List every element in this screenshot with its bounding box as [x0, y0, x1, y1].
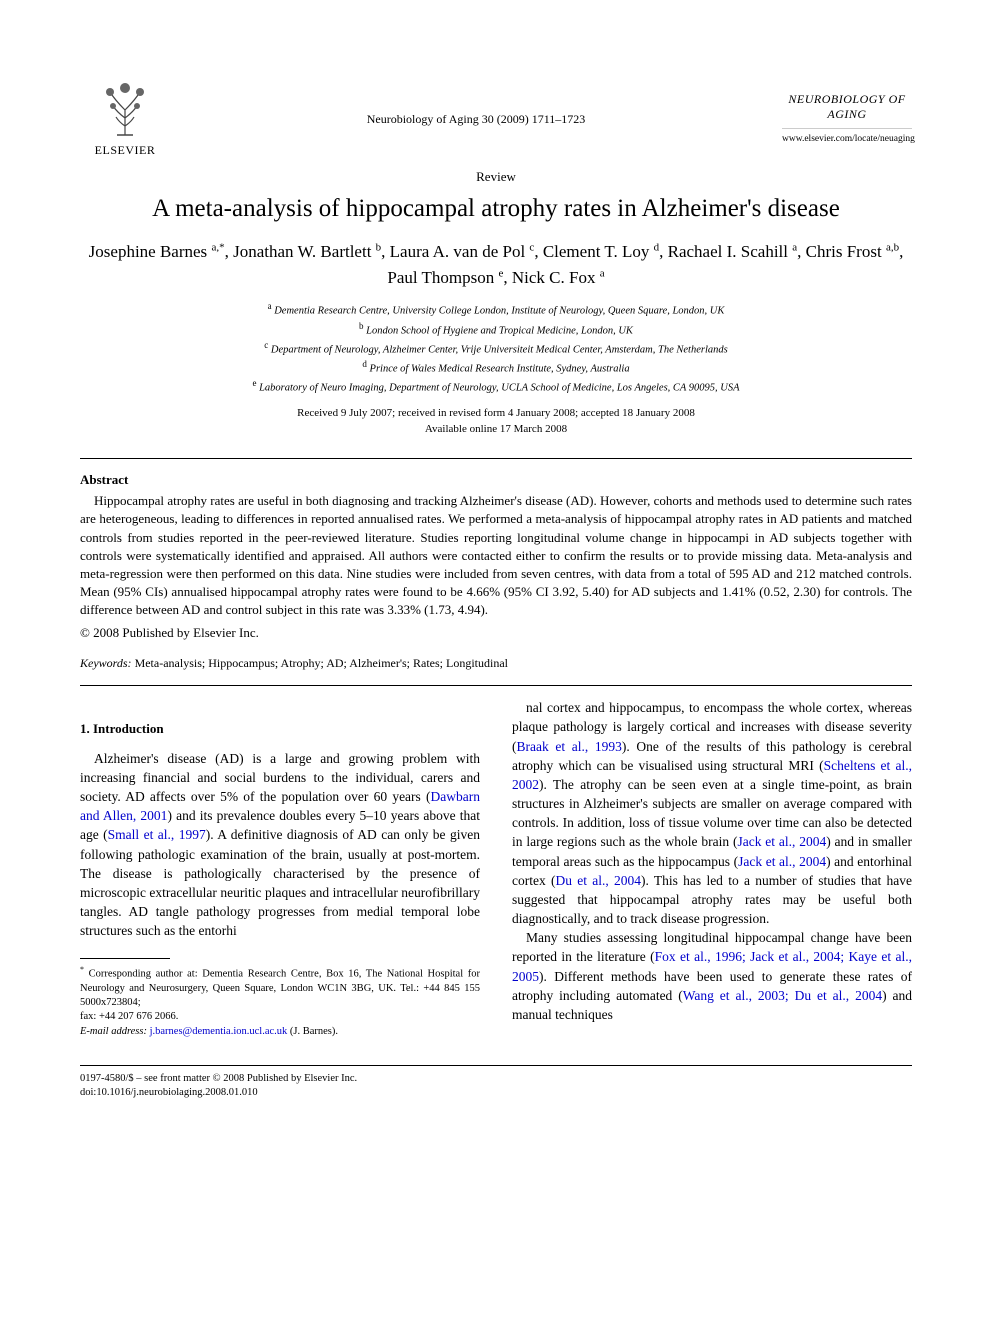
- header-row: ELSEVIER Neurobiology of Aging 30 (2009)…: [80, 80, 912, 158]
- publisher-name: ELSEVIER: [95, 142, 156, 158]
- keywords-text: Meta-analysis; Hippocampus; Atrophy; AD;…: [132, 656, 508, 670]
- footer-rule: [80, 1065, 912, 1066]
- keywords: Keywords: Meta-analysis; Hippocampus; At…: [80, 655, 912, 671]
- affiliations: a Dementia Research Centre, University C…: [80, 300, 912, 396]
- fax-line: fax: +44 207 676 2066.: [80, 1010, 480, 1024]
- divider: [80, 458, 912, 459]
- citation-link[interactable]: Du et al., 2004: [556, 873, 642, 888]
- body-paragraph: Alzheimer's disease (AD) is a large and …: [80, 749, 480, 941]
- affiliation-line: e Laboratory of Neuro Imaging, Departmen…: [80, 377, 912, 396]
- article-dates: Received 9 July 2007; received in revise…: [80, 405, 912, 438]
- section-heading: 1. Introduction: [80, 720, 480, 738]
- body-paragraph: Many studies assessing longitudinal hipp…: [512, 928, 912, 1024]
- affiliation-line: c Department of Neurology, Alzheimer Cen…: [80, 339, 912, 358]
- body-columns: 1. Introduction Alzheimer's disease (AD)…: [80, 698, 912, 1038]
- citation-link[interactable]: Jack et al., 2004: [737, 834, 826, 849]
- divider: [80, 685, 912, 686]
- body-paragraph: nal cortex and hippocampus, to encompass…: [512, 698, 912, 928]
- affiliation-line: b London School of Hygiene and Tropical …: [80, 320, 912, 339]
- citation-link[interactable]: Wang et al., 2003; Du et al., 2004: [683, 988, 882, 1003]
- footer-doi: doi:10.1016/j.neurobiolaging.2008.01.010: [80, 1086, 912, 1100]
- email-link[interactable]: j.barnes@dementia.ion.ucl.ac.uk: [150, 1026, 288, 1037]
- citation-link[interactable]: Small et al., 1997: [108, 827, 206, 842]
- corresponding-author: * Corresponding author at: Dementia Rese…: [80, 965, 480, 1010]
- citation-link[interactable]: Jack et al., 2004: [738, 854, 826, 869]
- publisher-logo: ELSEVIER: [80, 80, 170, 158]
- elsevier-tree-icon: [95, 80, 155, 140]
- footnote-rule: [80, 958, 170, 959]
- available-line: Available online 17 March 2008: [80, 421, 912, 438]
- email-line: E-mail address: j.barnes@dementia.ion.uc…: [80, 1025, 480, 1039]
- keywords-label: Keywords:: [80, 656, 132, 670]
- affiliation-line: d Prince of Wales Medical Research Insti…: [80, 358, 912, 377]
- article-title: A meta-analysis of hippocampal atrophy r…: [80, 192, 912, 226]
- authors: Josephine Barnes a,*, Jonathan W. Bartle…: [80, 239, 912, 290]
- journal-title-box: NEUROBIOLOGY OF AGING: [782, 92, 912, 129]
- abstract-heading: Abstract: [80, 471, 912, 489]
- copyright: © 2008 Published by Elsevier Inc.: [80, 624, 912, 642]
- citation-link[interactable]: Braak et al., 1993: [517, 739, 622, 754]
- affiliation-line: a Dementia Research Centre, University C…: [80, 300, 912, 319]
- journal-url[interactable]: www.elsevier.com/locate/neuaging: [782, 133, 912, 146]
- article-type: Review: [80, 168, 912, 186]
- received-line: Received 9 July 2007; received in revise…: [80, 405, 912, 422]
- abstract-text: Hippocampal atrophy rates are useful in …: [80, 492, 912, 619]
- footer-text: 0197-4580/$ – see front matter © 2008 Pu…: [80, 1072, 912, 1100]
- journal-box: NEUROBIOLOGY OF AGING www.elsevier.com/l…: [782, 92, 912, 146]
- footer-line1: 0197-4580/$ – see front matter © 2008 Pu…: [80, 1072, 912, 1086]
- journal-reference: Neurobiology of Aging 30 (2009) 1711–172…: [170, 111, 782, 127]
- footnotes: * Corresponding author at: Dementia Rese…: [80, 965, 480, 1038]
